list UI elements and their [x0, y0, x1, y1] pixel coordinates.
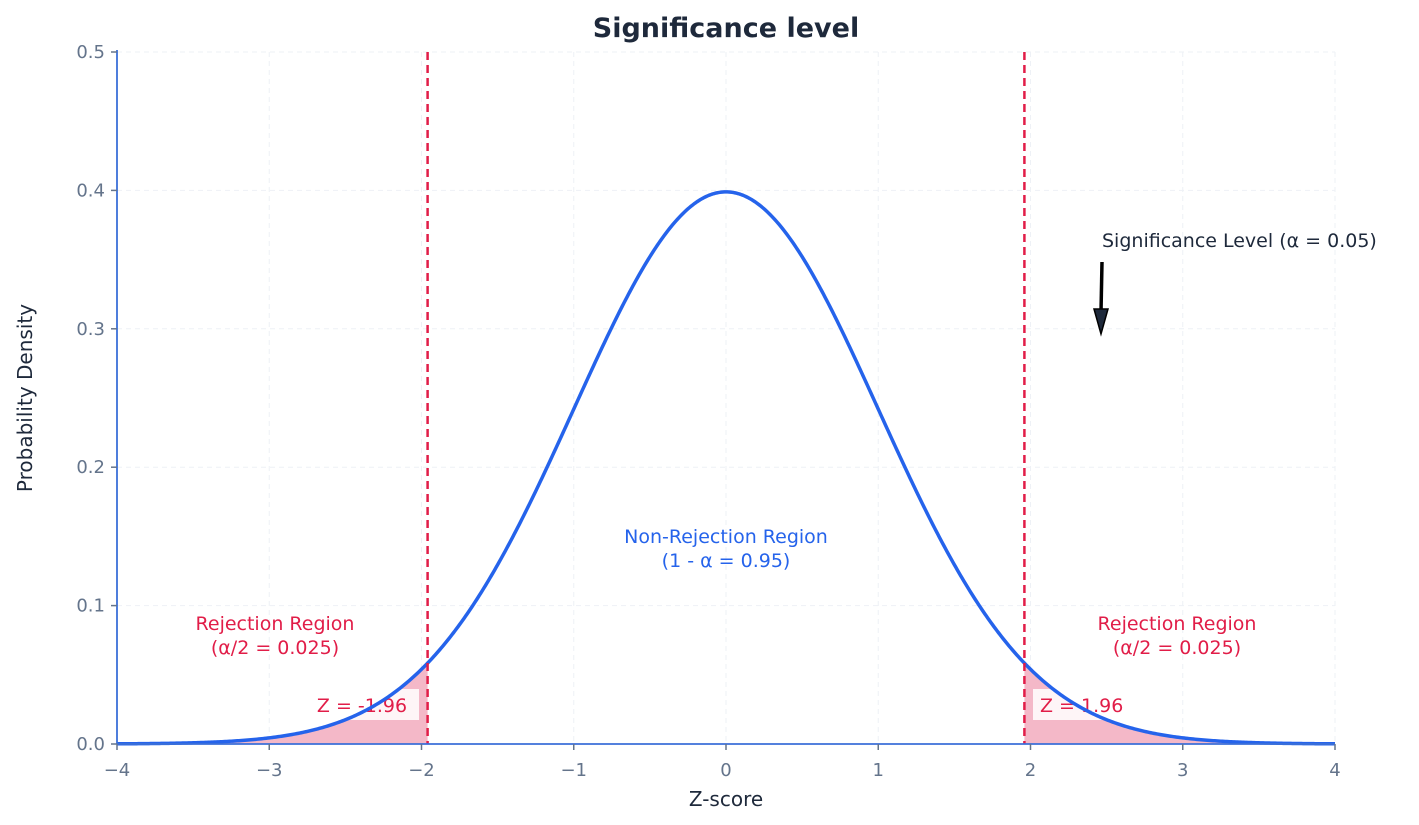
- y-tick-label: 0.2: [76, 457, 105, 478]
- significance-annotation: Significance Level (α = 0.05): [1102, 230, 1377, 252]
- non-rejection-alpha: (1 - α = 0.95): [662, 550, 791, 572]
- y-tick-label: 0.5: [76, 42, 105, 63]
- non-rejection-label: Non-Rejection Region: [624, 526, 828, 548]
- chart-title: Significance level: [593, 13, 859, 44]
- arrow-down-icon: [1093, 261, 1109, 337]
- x-axis-label: Z-score: [689, 787, 763, 811]
- x-tick-label: 1: [873, 760, 884, 781]
- right-rejection-label: Rejection Region: [1098, 613, 1257, 635]
- x-ticks: −4 −3 −2 −1 0 1 2 3 4: [104, 744, 1341, 781]
- z-labels: Z = -1.96 Z = 1.96: [306, 689, 1137, 720]
- y-ticks: 0.0 0.1 0.2 0.3 0.4 0.5: [76, 42, 117, 755]
- left-rejection-label: Rejection Region: [196, 613, 355, 635]
- x-tick-label: −1: [560, 760, 587, 781]
- rejection-shading: [117, 663, 1335, 744]
- x-tick-label: −3: [256, 760, 283, 781]
- left-rejection-alpha: (α/2 = 0.025): [211, 637, 339, 659]
- x-tick-label: 2: [1025, 760, 1036, 781]
- x-tick-label: 3: [1177, 760, 1188, 781]
- normal-curve: [117, 190, 1335, 746]
- y-tick-label: 0.0: [76, 734, 105, 755]
- y-tick-label: 0.1: [76, 596, 105, 617]
- right-rejection-alpha: (α/2 = 0.025): [1113, 637, 1241, 659]
- x-tick-label: 4: [1329, 760, 1340, 781]
- x-tick-label: 0: [720, 760, 731, 781]
- critical-lines: [426, 52, 1026, 744]
- x-tick-label: −4: [104, 760, 131, 781]
- y-axis-label: Probability Density: [13, 304, 37, 492]
- y-tick-label: 0.3: [76, 319, 105, 340]
- x-tick-label: −2: [408, 760, 435, 781]
- y-tick-label: 0.4: [76, 180, 105, 201]
